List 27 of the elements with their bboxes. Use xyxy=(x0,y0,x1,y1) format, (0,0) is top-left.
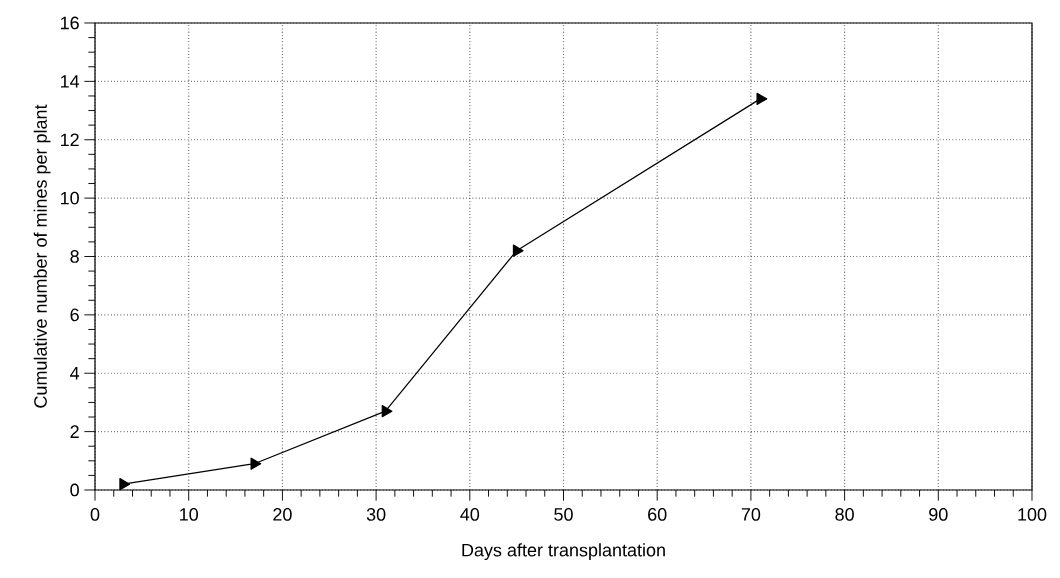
x-tick-label: 80 xyxy=(835,508,854,521)
x-tick-label: 60 xyxy=(648,508,667,521)
y-tick-label: 14 xyxy=(61,75,80,88)
y-axis-title: Cumulative number of mines per plant xyxy=(33,104,51,408)
x-tick-label: 30 xyxy=(366,508,386,521)
point xyxy=(381,405,393,418)
x-tick-label: 0 xyxy=(90,508,100,521)
y-tick-label: 4 xyxy=(70,367,80,380)
x-tick-label: 10 xyxy=(180,508,199,521)
x-tick-label: 50 xyxy=(554,508,573,521)
y-tick-label: 6 xyxy=(70,308,79,322)
y-tick-label: 10 xyxy=(61,191,79,205)
x-tick-label: 20 xyxy=(273,508,292,521)
x-tick-label: 70 xyxy=(741,508,761,521)
y-tick-label: 8 xyxy=(70,250,79,263)
point xyxy=(119,478,131,491)
x-axis-title: Days after transplantation xyxy=(462,543,665,561)
point xyxy=(512,244,524,257)
point xyxy=(250,457,262,470)
point xyxy=(756,92,768,106)
y-tick-label: 16 xyxy=(61,16,79,30)
y-tick-label: 2 xyxy=(70,425,79,438)
y-tick-label: 12 xyxy=(61,133,79,147)
x-tick-label: 40 xyxy=(460,508,480,521)
x-tick-label: 100 xyxy=(1018,508,1047,521)
x-tick-label: 90 xyxy=(929,508,948,521)
y-tick-label: 0 xyxy=(70,483,79,497)
